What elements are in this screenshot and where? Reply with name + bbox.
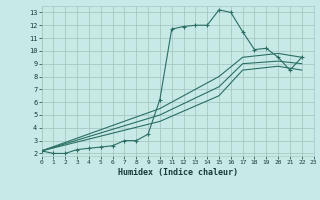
X-axis label: Humidex (Indice chaleur): Humidex (Indice chaleur) bbox=[118, 168, 237, 177]
